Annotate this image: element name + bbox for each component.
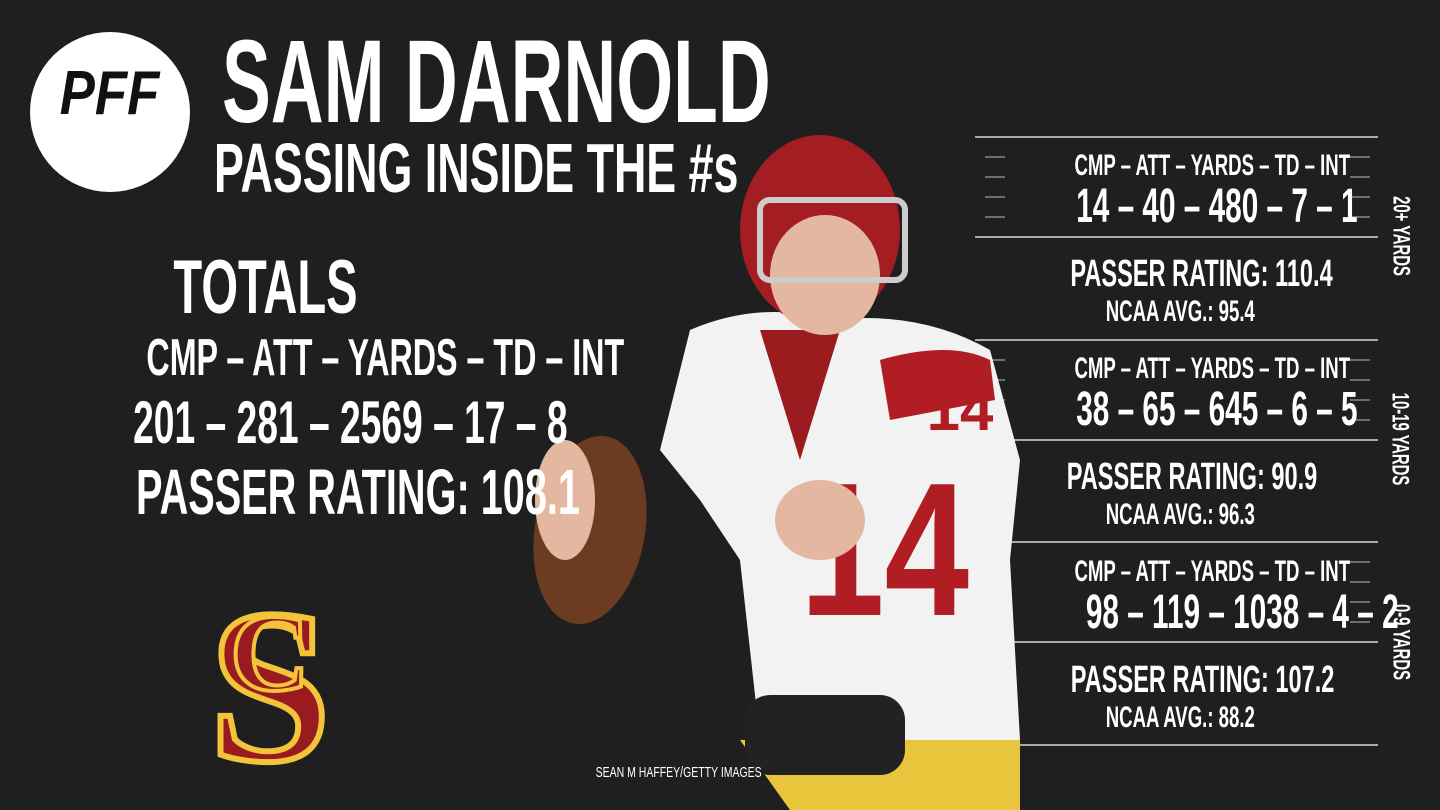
totals-rating-row: PASSER RATING: 108.1 [0, 455, 580, 529]
photo-credit: SEAN M HAFFEY/GETTY IMAGES [595, 764, 762, 781]
title-row: SAM DARNOLD [222, 14, 1107, 150]
zone-label: 0-9 YARDS [1386, 603, 1414, 681]
zone-passer-rating-row: PASSER RATING: 107.2 [990, 659, 1370, 702]
zone-stats-row: 98 – 119 – 1038 – 4 – 2 [990, 585, 1399, 640]
zone-columns-row: CMP – ATT – YARDS – TD – INT [990, 555, 1370, 589]
subtitle-row: PASSING INSIDE THE #s [214, 128, 1033, 208]
credit-row: SEAN M HAFFEY/GETTY IMAGES [560, 764, 790, 781]
totals-columns: CMP – ATT – YARDS – TD – INT [146, 329, 625, 387]
title: SAM DARNOLD [222, 16, 771, 148]
svg-text:14: 14 [927, 376, 994, 443]
totals-title-row: TOTALS [0, 244, 530, 331]
zone-passer-rating: PASSER RATING: 107.2 [1070, 659, 1335, 701]
zone-ncaa-avg: NCAA AVG.: 88.2 [1105, 701, 1255, 734]
zone-passer-rating: PASSER RATING: 90.9 [1066, 456, 1318, 498]
usc-logo: S C [206, 561, 334, 810]
zone-ncaa-avg-row: NCAA AVG.: 96.3 [990, 498, 1370, 532]
zone-ncaa-avg: NCAA AVG.: 95.4 [1105, 295, 1255, 328]
zone-stats: 38 – 65 – 645 – 6 – 5 [1076, 383, 1358, 436]
zone-columns-row: CMP – ATT – YARDS – TD – INT [990, 352, 1370, 386]
subtitle: PASSING INSIDE THE #s [214, 129, 739, 207]
yard-lines [975, 136, 1378, 746]
logo-c: C [230, 592, 309, 714]
zone-label-row: 0-9 YARDS [1300, 604, 1440, 680]
zone-stats: 98 – 119 – 1038 – 4 – 2 [1085, 586, 1399, 639]
zone-passer-rating-row: PASSER RATING: 90.9 [990, 456, 1370, 499]
zone-columns: CMP – ATT – YARDS – TD – INT [1074, 555, 1351, 588]
zone-passer-rating: PASSER RATING: 110.4 [1070, 253, 1333, 295]
zone-label: 20+ YARDS [1386, 196, 1414, 276]
zone-stats: 14 – 40 – 480 – 7 – 1 [1076, 180, 1358, 233]
zone-label-row: 10-19 YARDS [1300, 393, 1440, 486]
totals-stats-row: 201 – 281 – 2569 – 17 – 8 [0, 388, 567, 457]
logo-s: S [209, 564, 331, 808]
zone-ncaa-avg-row: NCAA AVG.: 95.4 [990, 295, 1370, 329]
logo-label: PFF [60, 59, 160, 128]
zone-columns-row: CMP – ATT – YARDS – TD – INT [990, 149, 1370, 183]
totals-title: TOTALS [172, 245, 358, 330]
zone-label-row: 20+ YARDS [1300, 196, 1440, 276]
zone-passer-rating-row: PASSER RATING: 110.4 [990, 253, 1370, 296]
zone-ncaa-avg: NCAA AVG.: 96.3 [1105, 498, 1255, 531]
zone-columns: CMP – ATT – YARDS – TD – INT [1074, 352, 1351, 385]
logo-ball [30, 32, 190, 192]
totals-columns-row: CMP – ATT – YARDS – TD – INT [0, 328, 624, 388]
zone-ncaa-avg-row: NCAA AVG.: 88.2 [990, 701, 1370, 735]
zone-stats-row: 14 – 40 – 480 – 7 – 1 [990, 179, 1370, 234]
player-photo: 14 14 [533, 135, 1020, 810]
zone-label: 10-19 YARDS [1387, 392, 1414, 486]
totals-passer-rating: PASSER RATING: 108.1 [136, 456, 580, 528]
logo-text: PFF [30, 58, 190, 129]
totals-stats: 201 – 281 – 2569 – 17 – 8 [133, 389, 568, 456]
zone-stats-row: 38 – 65 – 645 – 6 – 5 [990, 382, 1370, 437]
zone-columns: CMP – ATT – YARDS – TD – INT [1074, 149, 1351, 182]
